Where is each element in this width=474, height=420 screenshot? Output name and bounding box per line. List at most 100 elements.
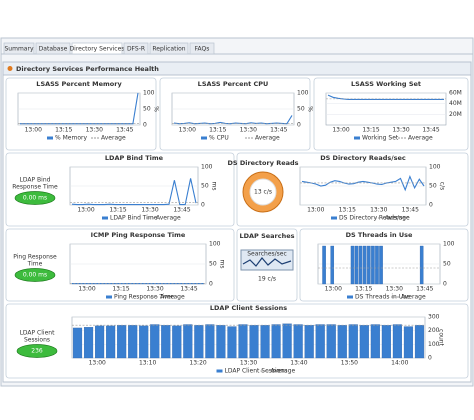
legend-label: Average xyxy=(160,294,185,301)
y-tick-label: 60M xyxy=(449,90,462,97)
chart-title: DS Directory Reads/sec xyxy=(320,154,406,162)
bar xyxy=(117,325,127,359)
bar xyxy=(238,324,248,359)
legend-label: DS Threads in Use xyxy=(355,294,410,301)
x-tick-label: 14:00 xyxy=(391,360,408,367)
bar xyxy=(128,325,138,359)
x-tick-label: 13:15 xyxy=(339,207,356,214)
status-value: 0.00 ms xyxy=(23,195,47,202)
bar xyxy=(271,324,281,359)
status-pill xyxy=(16,344,58,358)
bar xyxy=(183,324,193,359)
y-tick-label: 100 xyxy=(143,90,155,97)
x-tick-label: 13:30 xyxy=(86,127,103,134)
panel-header xyxy=(2,61,472,76)
y-tick-label: 50 xyxy=(297,106,305,113)
x-tick-label: 13:15 xyxy=(112,286,129,293)
x-tick-label: 13:30 xyxy=(141,207,158,214)
bar xyxy=(414,325,425,359)
y-tick-label: 20M xyxy=(449,111,462,118)
x-tick-label: 13:45 xyxy=(416,286,433,293)
tab-label[interactable]: Replication xyxy=(152,46,185,53)
tab[interactable] xyxy=(123,42,149,55)
tab[interactable] xyxy=(35,42,71,55)
bar xyxy=(161,325,171,359)
tab-label[interactable]: Database xyxy=(39,46,68,53)
gauge-caption: Searches/sec xyxy=(247,251,287,258)
panel-title: Directory Services Performance Health xyxy=(16,65,159,73)
tab[interactable] xyxy=(189,42,215,55)
series-line xyxy=(327,94,444,100)
x-tick-label: 13:15 xyxy=(209,127,226,134)
legend-label: LDAP Bind Time xyxy=(110,215,158,222)
y-tick-label: 100 xyxy=(209,241,221,248)
tab-label[interactable]: Summary xyxy=(5,46,34,53)
y-tick-label: 200 xyxy=(428,327,440,334)
bar xyxy=(83,327,94,359)
x-tick-label: 13:15 xyxy=(362,127,379,134)
status-label: Time xyxy=(27,261,43,268)
y-tick-label: 100 xyxy=(297,90,309,97)
y-tick-label: 100 xyxy=(429,164,441,171)
x-tick-label: 13:00 xyxy=(307,207,324,214)
bar xyxy=(337,325,347,359)
legend-swatch xyxy=(47,136,53,140)
bar xyxy=(371,245,375,285)
tab[interactable] xyxy=(71,42,123,55)
gauge-title: DS Directory Reads xyxy=(227,159,298,167)
x-tick-label: 13:15 xyxy=(355,286,372,293)
x-tick-label: 13:45 xyxy=(402,207,419,214)
tab[interactable] xyxy=(3,42,35,55)
legend-label: Ping Response Time xyxy=(114,294,174,301)
bar xyxy=(322,245,326,285)
y-tick-label: 300 xyxy=(428,314,440,321)
tab-label[interactable]: FAQs xyxy=(195,46,210,53)
x-tick-label: 13:45 xyxy=(116,127,133,134)
chart-title: LSASS Percent Memory xyxy=(36,80,122,88)
x-tick-label: 13:15 xyxy=(55,127,72,134)
gauge-wave xyxy=(242,257,292,267)
bar xyxy=(315,324,325,359)
bar xyxy=(375,245,379,285)
gauge-value: 19 c/s xyxy=(258,276,276,283)
bar xyxy=(194,325,204,359)
y-tick-label: 50 xyxy=(143,106,151,113)
bar xyxy=(72,327,83,359)
legend-label: % Memory xyxy=(55,135,87,142)
bar xyxy=(106,325,116,359)
x-tick-label: 13:30 xyxy=(370,207,387,214)
chart-title: LDAP Bind Time xyxy=(105,154,164,162)
gauge-value: 13 c/s xyxy=(254,189,272,196)
legend-swatch xyxy=(216,369,223,373)
tab[interactable] xyxy=(149,42,189,55)
series-line xyxy=(71,178,197,206)
x-tick-label: 13:45 xyxy=(270,127,287,134)
status-pill xyxy=(14,191,56,205)
y-tick-label: 0 xyxy=(143,122,147,129)
legend-label: Average xyxy=(271,368,296,375)
x-tick-label: 13:00 xyxy=(332,127,349,134)
x-tick-label: 13:00 xyxy=(179,127,196,134)
y-axis-label: ms xyxy=(219,260,226,269)
bar xyxy=(348,324,358,359)
status-label: Response Time xyxy=(12,184,58,191)
legend-swatch xyxy=(331,216,337,220)
tab-label[interactable]: DFS-R xyxy=(127,46,145,53)
bar xyxy=(282,323,292,359)
x-tick-label: 13:00 xyxy=(78,286,95,293)
x-tick-label: 13:45 xyxy=(422,127,439,134)
bar xyxy=(330,245,335,285)
x-tick-label: 13:45 xyxy=(180,286,197,293)
tab-label[interactable]: Directory Services xyxy=(70,46,125,53)
status-label: Ping Response xyxy=(13,254,57,261)
x-tick-label: 13:30 xyxy=(240,127,257,134)
legend-swatch xyxy=(102,216,108,220)
panel-icon xyxy=(7,66,13,71)
y-tick-label: 50 xyxy=(201,183,209,190)
y-tick-label: 40M xyxy=(449,100,462,107)
gauge-face xyxy=(249,178,277,206)
bar xyxy=(326,324,336,359)
y-tick-label: 0 xyxy=(201,202,205,209)
y-axis-label: c/s xyxy=(439,182,446,190)
x-tick-label: 13:00 xyxy=(25,127,42,134)
